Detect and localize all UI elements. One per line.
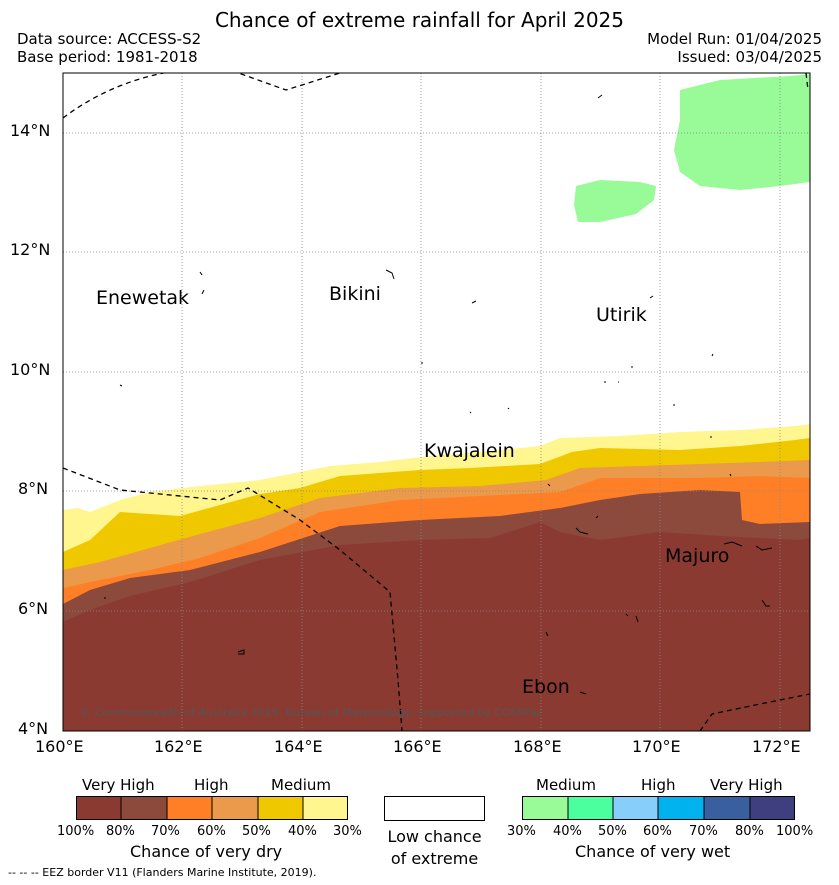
base-period-label: Base period: 1981-2018 bbox=[17, 48, 198, 66]
low-chance-line-2: of extreme bbox=[390, 849, 479, 868]
dry-tick-40: 40% bbox=[288, 824, 317, 839]
wet-30-40-region-north bbox=[674, 74, 810, 190]
wet-swatch-4 bbox=[658, 796, 704, 820]
dry-tick-80: 80% bbox=[106, 824, 135, 839]
dry-swatch-6 bbox=[303, 796, 348, 820]
wet-colorbar bbox=[522, 796, 795, 820]
wet-tick-40: 40% bbox=[553, 824, 582, 839]
dry-tick-70: 70% bbox=[151, 824, 180, 839]
dry-swatch-4 bbox=[212, 796, 258, 820]
model-run-label: Model Run: 01/04/2025 bbox=[647, 30, 822, 48]
place-utirik: Utirik bbox=[596, 304, 647, 326]
dry-level-very-high: Very High bbox=[82, 776, 155, 794]
lat-label-6n: 6°N bbox=[18, 599, 49, 618]
place-kwajalein: Kwajalein bbox=[424, 440, 515, 462]
place-ebon: Ebon bbox=[522, 676, 570, 698]
eez-border bbox=[63, 73, 810, 731]
wet-legend-title: Chance of very wet bbox=[575, 842, 731, 861]
lon-label-166e: 166°E bbox=[393, 737, 442, 756]
wet-tick-80: 80% bbox=[735, 824, 764, 839]
low-chance-line-1: Low chance bbox=[387, 827, 482, 846]
wet-swatch-6 bbox=[750, 796, 795, 820]
map-title: Chance of extreme rainfall for April 202… bbox=[214, 8, 625, 32]
wet-tick-30: 30% bbox=[507, 824, 536, 839]
wet-tick-50: 50% bbox=[598, 824, 627, 839]
wet-tick-60: 60% bbox=[643, 824, 672, 839]
wet-level-very-high: Very High bbox=[710, 776, 783, 794]
dry-tick-60: 60% bbox=[197, 824, 226, 839]
place-bikini: Bikini bbox=[329, 283, 381, 305]
lon-label-168e: 168°E bbox=[513, 737, 562, 756]
dry-tick-50: 50% bbox=[242, 824, 271, 839]
wet-swatch-2 bbox=[568, 796, 613, 820]
place-enewetak: Enewetak bbox=[96, 287, 190, 309]
dry-80-100-region bbox=[63, 522, 810, 731]
lon-label-172e: 172°E bbox=[752, 737, 801, 756]
wet-level-medium: Medium bbox=[536, 776, 596, 794]
place-majuro: Majuro bbox=[665, 545, 730, 567]
dry-level-high: High bbox=[194, 776, 229, 794]
dry-level-medium: Medium bbox=[271, 776, 331, 794]
lat-label-12n: 12°N bbox=[10, 240, 51, 259]
low-chance-swatch bbox=[384, 796, 485, 821]
lon-label-162e: 162°E bbox=[154, 737, 203, 756]
eez-border-note: -- -- -- EEZ border V11 (Flanders Marine… bbox=[8, 866, 317, 879]
dry-swatch-1 bbox=[76, 796, 121, 820]
dry-swatch-2 bbox=[121, 796, 167, 820]
wet-level-high: High bbox=[641, 776, 676, 794]
lat-label-8n: 8°N bbox=[18, 479, 49, 498]
copyright-notice: © Commonwealth of Australia 2025, Bureau… bbox=[80, 706, 544, 719]
dry-colorbar bbox=[76, 796, 348, 820]
dry-legend-title: Chance of very dry bbox=[130, 842, 283, 861]
issued-label: Issued: 03/04/2025 bbox=[677, 48, 822, 66]
wet-tick-100: 100% bbox=[776, 824, 814, 839]
wet-tick-70: 70% bbox=[689, 824, 718, 839]
dry-tick-100: 100% bbox=[57, 824, 95, 839]
map-frame bbox=[62, 72, 811, 732]
dry-tick-30: 30% bbox=[333, 824, 362, 839]
dry-swatch-5 bbox=[258, 796, 303, 820]
lat-label-10n: 10°N bbox=[10, 360, 51, 379]
lon-label-164e: 164°E bbox=[274, 737, 323, 756]
dry-swatch-3 bbox=[167, 796, 212, 820]
islands bbox=[104, 94, 773, 695]
wet-30-40-region-island bbox=[574, 180, 656, 222]
lat-label-4n: 4°N bbox=[18, 719, 49, 738]
wet-swatch-3 bbox=[613, 796, 658, 820]
lon-label-160e: 160°E bbox=[35, 737, 84, 756]
wet-swatch-1 bbox=[522, 796, 568, 820]
lon-label-170e: 170°E bbox=[632, 737, 681, 756]
data-source-label: Data source: ACCESS-S2 bbox=[17, 30, 202, 48]
lat-label-14n: 14°N bbox=[10, 121, 51, 140]
wet-swatch-5 bbox=[704, 796, 750, 820]
